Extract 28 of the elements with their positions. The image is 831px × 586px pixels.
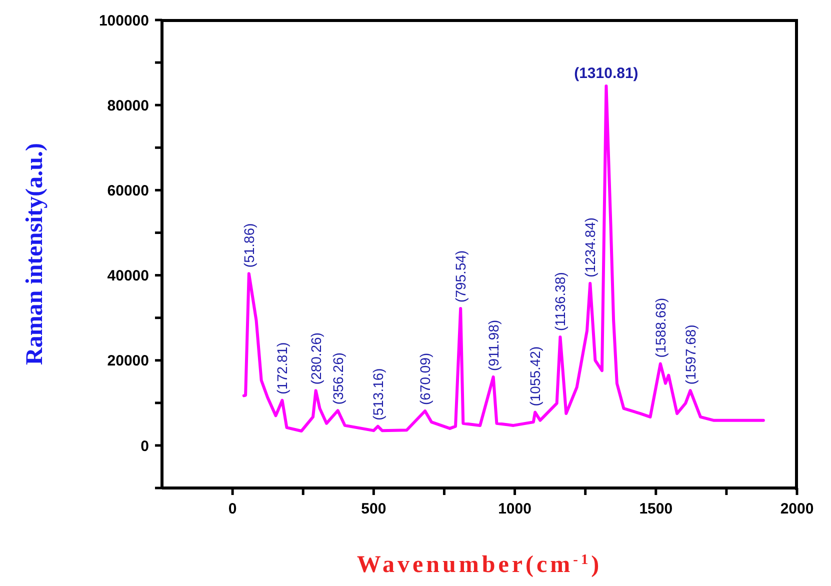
x-tick-label: 2000 <box>780 500 814 518</box>
y-tick-label: 60000 <box>107 182 149 200</box>
annotation: (1055.42) <box>527 346 544 406</box>
y-tick-label: 80000 <box>107 97 149 114</box>
x-axis-title: Wavenumber(cm$^{-1}$) <box>356 552 602 578</box>
x-tick-label: 1000 <box>498 500 532 518</box>
annotation: (911.98) <box>485 320 502 371</box>
annotation: (1136.38) <box>552 272 568 331</box>
annotation: (172.81) <box>274 342 290 394</box>
annotation: (1310.81) <box>574 64 638 82</box>
annotation: (795.54) <box>452 250 469 302</box>
y-tick-label: 0 <box>140 438 149 455</box>
x-tick-label: 1500 <box>639 500 673 518</box>
annotation: (1588.68) <box>652 298 668 358</box>
annotation: (670.09) <box>417 352 434 405</box>
x-tick-label: 500 <box>361 500 386 518</box>
annotation: (1597.68) <box>682 324 698 385</box>
y-tick-label: 40000 <box>107 268 149 285</box>
annotation: (280.26) <box>308 332 324 385</box>
annotation: (513.16) <box>370 368 386 420</box>
x-tick-label: 0 <box>228 500 237 518</box>
y-tick-label: 20000 <box>107 352 149 370</box>
annotation: (356.26) <box>330 352 346 405</box>
y-axis-title: Raman intensity(a.u.) <box>22 142 48 366</box>
annotation: (1234.84) <box>582 217 598 278</box>
annotation: (51.86) <box>240 223 257 268</box>
line-series <box>242 84 765 432</box>
y-tick-label: 100000 <box>98 12 149 30</box>
